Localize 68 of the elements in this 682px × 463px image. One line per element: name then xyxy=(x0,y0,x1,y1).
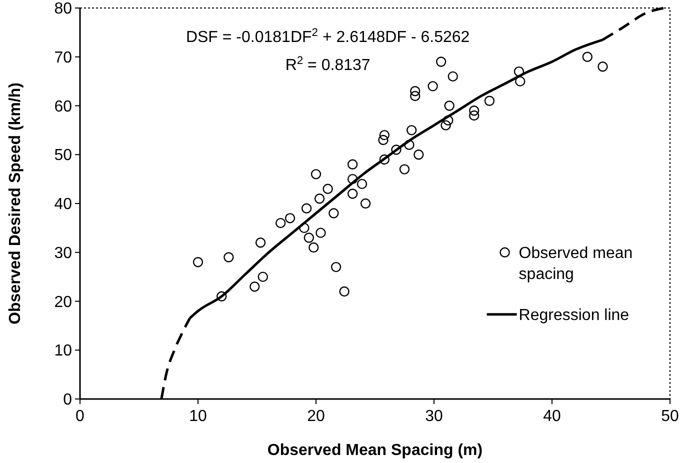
point xyxy=(379,130,390,140)
point xyxy=(308,242,319,253)
y-tick-label: 10 xyxy=(54,342,72,360)
point xyxy=(250,281,260,292)
point xyxy=(301,203,312,214)
point xyxy=(314,194,325,204)
point xyxy=(224,252,234,262)
point xyxy=(379,154,390,165)
point xyxy=(410,90,420,102)
y-tick-label: 80 xyxy=(54,0,72,18)
legend-label: Regression line xyxy=(518,306,630,324)
point xyxy=(406,125,417,136)
point xyxy=(347,159,358,170)
x-axis-title: Observed Mean Spacing (m) xyxy=(267,442,483,459)
y-tick-label: 70 xyxy=(54,49,72,66)
y-axis-title: Observed Desired Speed (km/h) xyxy=(7,82,24,324)
point xyxy=(330,262,342,272)
point xyxy=(514,66,524,77)
point xyxy=(255,238,266,248)
point xyxy=(484,96,495,106)
y-tick-label: 50 xyxy=(54,147,72,164)
point xyxy=(436,56,446,67)
point xyxy=(469,110,480,121)
point xyxy=(469,106,480,116)
x-tick-label: 20 xyxy=(307,408,325,425)
point xyxy=(347,188,358,199)
point xyxy=(440,120,451,130)
point xyxy=(448,71,458,82)
y-tick-label: 20 xyxy=(54,294,72,311)
point xyxy=(410,86,420,96)
point xyxy=(310,169,322,180)
y-tick-label: 60 xyxy=(54,98,72,116)
annotation: DSF = -0.0181DF$^{2}$ + 2.6148DF - 6.5262 xyxy=(186,27,470,46)
point xyxy=(360,198,371,209)
point xyxy=(192,257,204,268)
point xyxy=(582,52,592,62)
point xyxy=(399,164,410,174)
point xyxy=(347,174,358,184)
point xyxy=(515,76,526,86)
annotation: R$^{2}$ = 0.8137 xyxy=(285,55,370,74)
point xyxy=(304,232,314,243)
y-tick-label: 0 xyxy=(63,392,72,409)
y-tick-label: 30 xyxy=(54,244,72,262)
legend-label: Observed mean spacing xyxy=(518,244,633,283)
y-tick-label: 40 xyxy=(54,196,72,214)
point xyxy=(391,144,402,155)
point xyxy=(299,222,310,234)
point xyxy=(339,286,350,297)
point xyxy=(598,62,608,72)
point xyxy=(428,81,438,92)
point xyxy=(258,272,268,282)
point xyxy=(414,150,424,160)
point xyxy=(316,228,326,238)
x-tick-label: 30 xyxy=(425,408,443,425)
point xyxy=(284,213,296,224)
point xyxy=(276,218,286,228)
point xyxy=(404,140,414,150)
point xyxy=(378,134,388,146)
point xyxy=(444,100,454,111)
point xyxy=(328,208,339,218)
x-tick-label: 0 xyxy=(76,408,85,425)
x-tick-label: 50 xyxy=(661,408,679,425)
x-tick-label: 40 xyxy=(543,408,561,425)
point xyxy=(443,115,454,126)
x-tick-label: 10 xyxy=(189,408,207,425)
point xyxy=(356,178,368,190)
point xyxy=(322,184,333,194)
point xyxy=(216,291,227,302)
